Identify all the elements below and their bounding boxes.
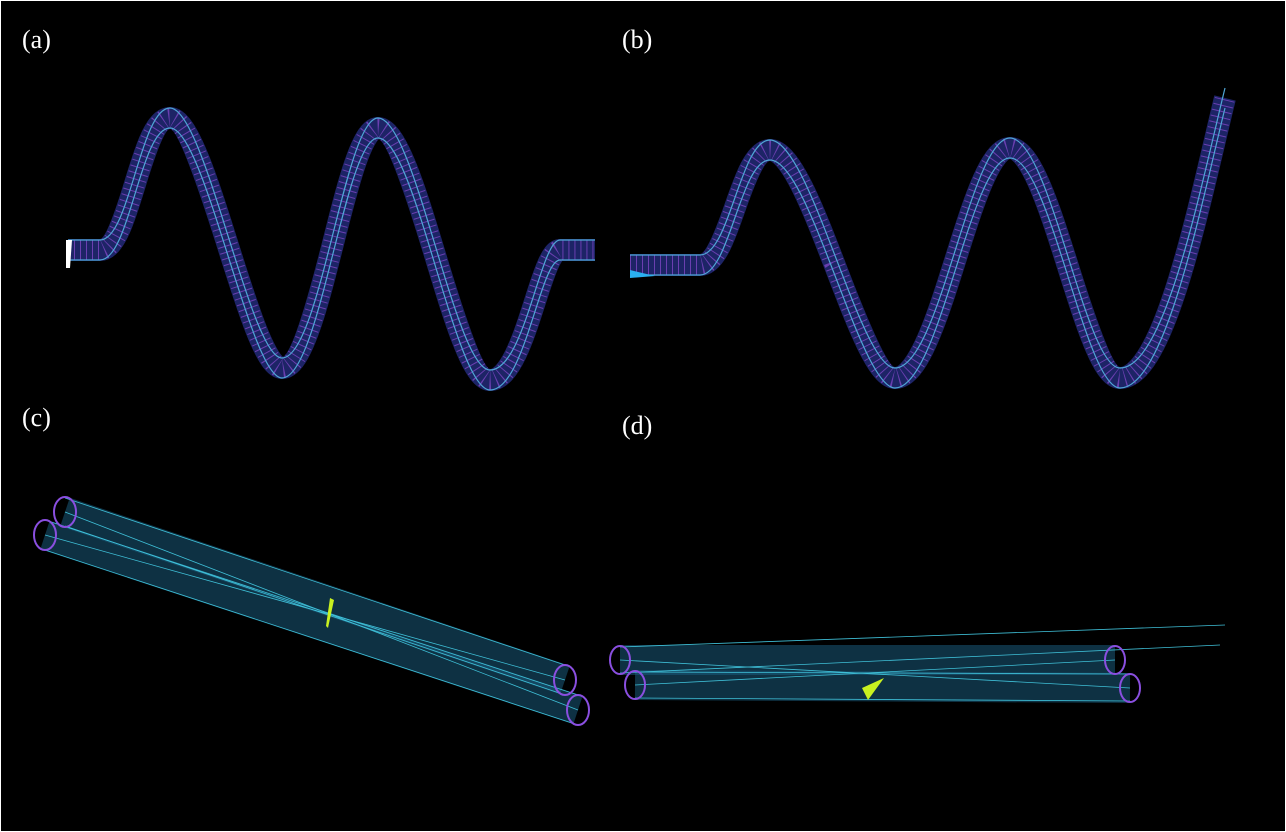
tube-end (553, 664, 577, 696)
support-marker (326, 598, 334, 628)
tube-end (1104, 645, 1126, 675)
panel-c: (c) (22, 403, 590, 726)
tube-wire (634, 659, 1116, 686)
ribbon-edge (630, 107, 1226, 389)
panel-label: (d) (622, 411, 652, 440)
ribbon-edge (68, 107, 595, 371)
panel-label: (a) (22, 25, 51, 54)
tube-wire (619, 644, 1221, 674)
tube-wire (44, 534, 566, 681)
tube (634, 670, 1131, 703)
ribbon-edge (630, 87, 1226, 369)
support-marker (66, 240, 72, 268)
panel-label: (c) (22, 403, 51, 432)
support-marker (630, 270, 655, 278)
tube (60, 497, 570, 695)
tube-end (33, 519, 57, 551)
tube-wire (44, 549, 579, 726)
tube-wire (634, 697, 1131, 702)
tube (40, 520, 583, 725)
tube-end (609, 645, 631, 675)
tube-wire (64, 497, 566, 666)
tube-wire (619, 659, 1131, 689)
panel-label: (b) (622, 25, 652, 54)
tube-end (624, 670, 646, 700)
ribbon-mesh (630, 95, 1235, 388)
tube-end (53, 496, 77, 528)
tube-wire (619, 624, 1226, 648)
tube-end (1119, 673, 1141, 703)
ribbon-mesh (68, 108, 595, 390)
tube-wire (634, 671, 1131, 675)
tube-end (566, 694, 590, 726)
panel-a: (a) (22, 25, 595, 391)
tube-wire (64, 511, 579, 711)
panel-b: (b) (622, 25, 1236, 389)
ribbon-edge (68, 127, 595, 391)
panel-d: (d) (609, 411, 1226, 703)
support-marker (862, 678, 884, 700)
